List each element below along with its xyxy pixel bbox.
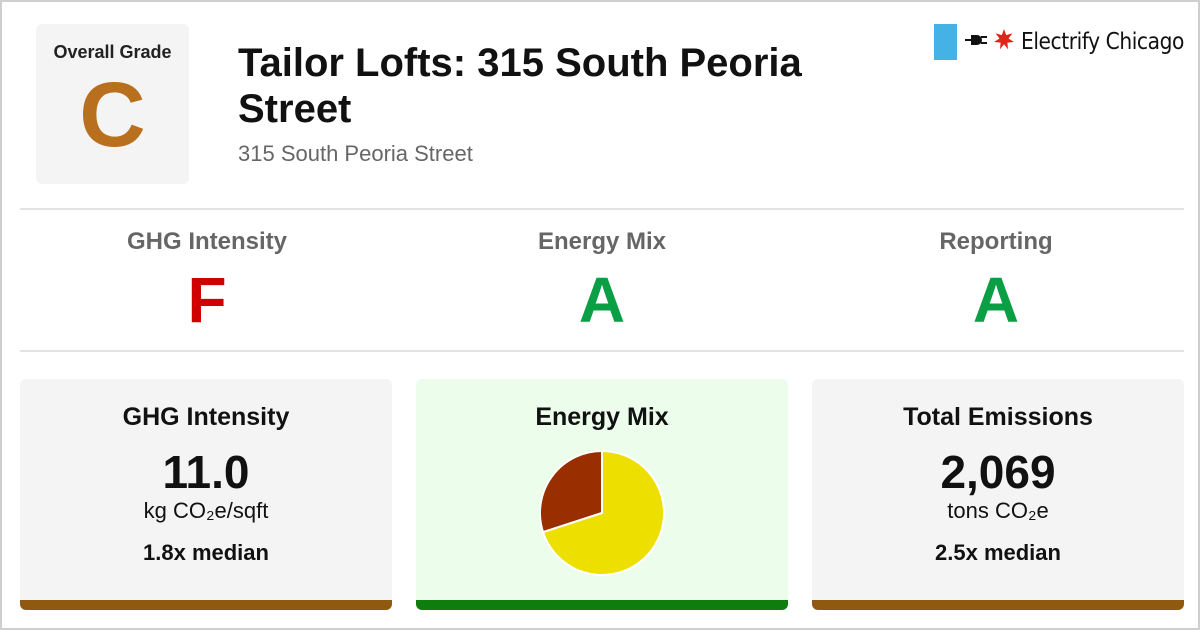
building-address: 315 South Peoria Street — [238, 141, 473, 166]
brand-logo: Electrify Chicago — [934, 24, 1200, 60]
emissions-card-title: Total Emissions — [903, 403, 1093, 431]
emissions-median: 2.5x median — [935, 540, 1061, 565]
subgrade-reporting: Reporting A — [799, 228, 1193, 332]
subgrade-ghg: GHG Intensity F — [10, 228, 404, 332]
subgrade-reporting-label: Reporting — [939, 228, 1053, 255]
emissions-card-bar — [812, 600, 1184, 610]
energy-mix-card-title: Energy Mix — [535, 403, 669, 431]
subgrade-ghg-letter: F — [187, 264, 227, 336]
emissions-value: 2,069 — [940, 446, 1056, 498]
ghg-value: 11.0 — [162, 446, 250, 498]
brand-name: Electrify Chicago — [1021, 29, 1184, 55]
subgrade-energy-mix-letter: A — [578, 264, 626, 336]
ghg-unit: kg CO₂e/sqft — [143, 498, 269, 523]
emissions-unit: tons CO₂e — [947, 498, 1049, 523]
energy-mix-card: Energy Mix — [416, 379, 788, 610]
pie-slice-0 — [539, 449, 603, 534]
energy-mix-card-bar — [416, 600, 788, 610]
plug-icon — [965, 33, 989, 52]
subgrade-energy-mix-label: Energy Mix — [537, 228, 667, 255]
subgrade-reporting-letter: A — [972, 264, 1020, 336]
ghg-median: 1.8x median — [143, 540, 269, 565]
chicago-star-icon — [993, 28, 1015, 56]
subgrade-energy-mix: Energy Mix A — [405, 228, 799, 332]
pie-slice-1 — [541, 449, 665, 576]
subgrade-ghg-label: GHG Intensity — [126, 228, 288, 255]
energy-mix-pie-chart — [539, 449, 665, 576]
divider-middle — [20, 350, 1184, 352]
total-emissions-card: Total Emissions 2,069 tons CO₂e 2.5x med… — [812, 379, 1184, 610]
ghg-card-title: GHG Intensity — [122, 403, 290, 431]
ghg-intensity-card: GHG Intensity 11.0 kg CO₂e/sqft 1.8x med… — [20, 379, 392, 610]
ghg-card-bar — [20, 600, 392, 610]
overall-grade-box: Overall Grade C — [36, 24, 189, 184]
overall-grade-label: Overall Grade — [53, 42, 172, 62]
overall-grade-letter: C — [79, 64, 146, 166]
building-title: Tailor Lofts: 315 South Peoria Street — [238, 41, 802, 131]
chicago-flag-icon — [934, 24, 957, 60]
divider-top — [20, 208, 1184, 210]
